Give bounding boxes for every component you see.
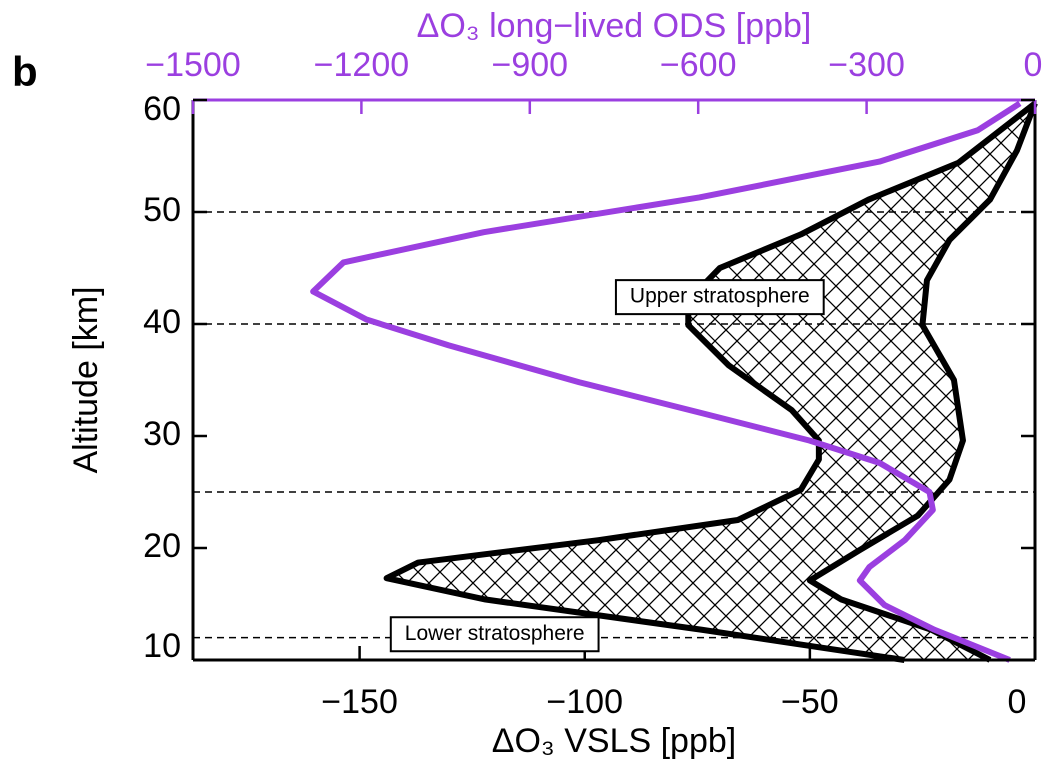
annotation-text: Lower stratosphere xyxy=(405,622,585,645)
x2-tick-label: 0 xyxy=(1024,46,1043,84)
y-tick-label: 10 xyxy=(143,627,181,665)
y-tick-label: 40 xyxy=(143,303,181,341)
y-axis-label: Altitude [km] xyxy=(67,286,105,473)
hatched-area xyxy=(386,103,1035,661)
x-tick-label: −50 xyxy=(781,683,839,721)
x-axis-label: ΔO₃ VSLS [ppb] xyxy=(492,722,736,760)
annotation: Lower stratosphere xyxy=(389,616,600,653)
annotation-text: Upper stratosphere xyxy=(630,285,810,308)
x2-tick-label: −900 xyxy=(492,46,569,84)
x-tick-label: 0 xyxy=(1008,683,1027,721)
y-tick-label: 60 xyxy=(143,90,181,128)
y-tick-label: 30 xyxy=(143,415,181,453)
annotation-box xyxy=(614,279,825,316)
x2-tick-label: −1500 xyxy=(145,46,241,84)
y-tick-label: 20 xyxy=(143,527,181,565)
x2-tick-label: −1200 xyxy=(314,46,410,84)
annotation-box xyxy=(389,616,600,653)
x2-axis-label: ΔO₃ long−lived ODS [ppb] xyxy=(417,7,812,45)
y-tick-label: 50 xyxy=(143,191,181,229)
x-tick-label: −150 xyxy=(321,683,398,721)
x2-tick-label: −600 xyxy=(660,46,737,84)
profile-line xyxy=(806,102,1038,663)
profile-line xyxy=(310,100,1022,663)
panel-label: b xyxy=(12,48,38,95)
x2-tick-label: −300 xyxy=(828,46,905,84)
annotation: Upper stratosphere xyxy=(614,279,825,316)
x-tick-label: −100 xyxy=(546,683,623,721)
